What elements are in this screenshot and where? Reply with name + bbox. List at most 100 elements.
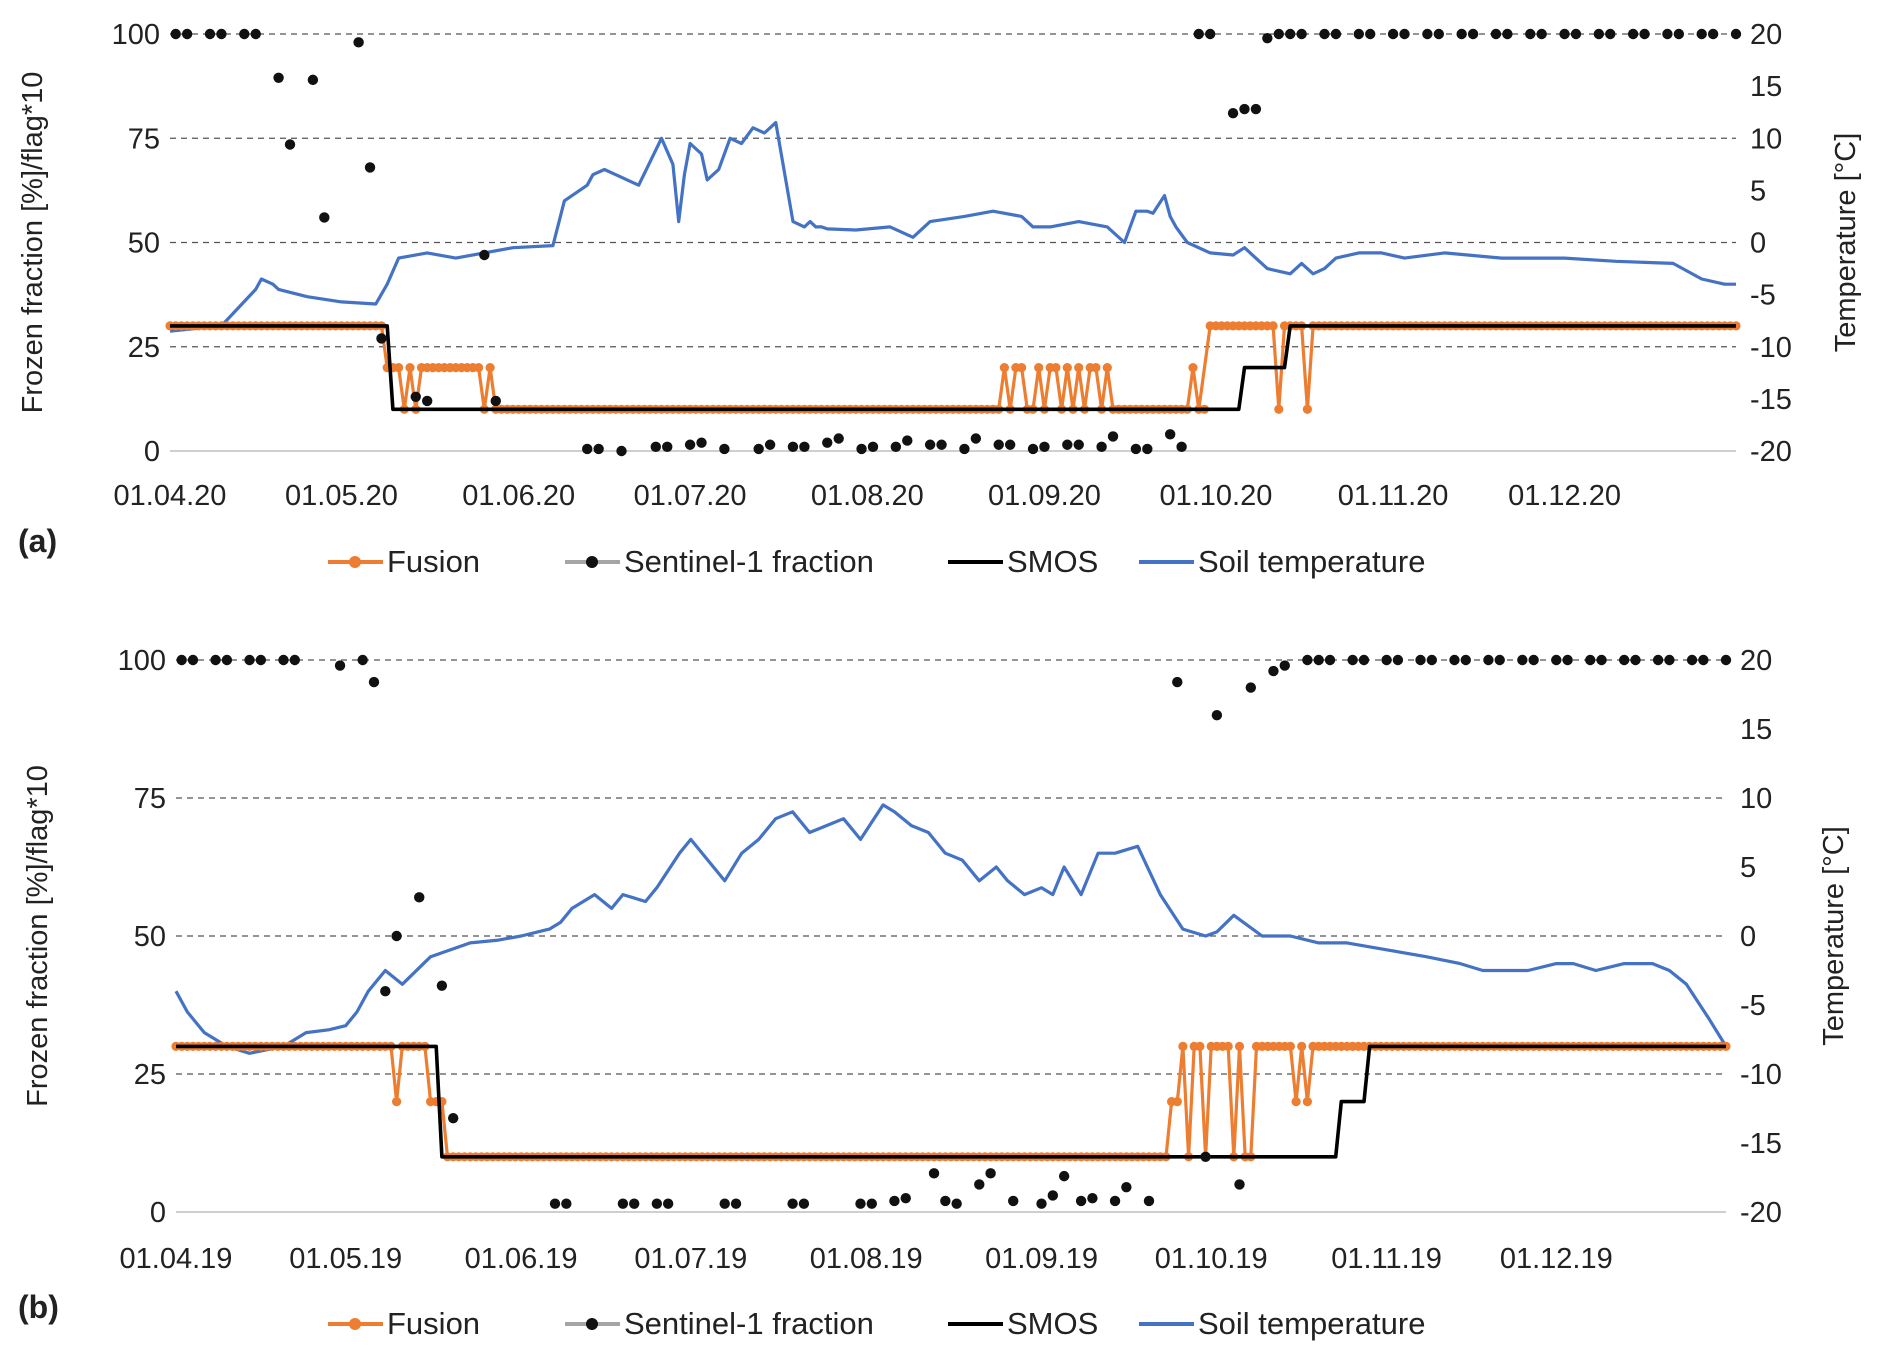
sentinel-point	[1121, 1181, 1132, 1193]
y2-tick-label: 20	[1750, 19, 1782, 51]
sentinel-point	[210, 654, 221, 666]
sentinel-point	[1227, 108, 1239, 119]
sentinel-point	[1245, 682, 1257, 693]
fusion-point	[392, 1097, 402, 1107]
x-tick-label: 01.06.20	[462, 480, 575, 512]
sentinel-point	[1662, 28, 1673, 40]
fusion-point	[1291, 1097, 1301, 1107]
sentinel-point	[719, 443, 730, 455]
sentinel-point	[1087, 1193, 1098, 1204]
sentinel-point	[1273, 28, 1284, 40]
sentinel-point	[719, 1198, 730, 1209]
sentinel-point	[1433, 28, 1445, 40]
sentinel-point	[187, 654, 199, 666]
fusion-point	[485, 363, 495, 373]
sentinel-point	[1234, 1179, 1245, 1190]
y2-axis-title: Temperature [°C]	[1830, 133, 1862, 353]
legend-label: Sentinel-1 fraction	[624, 544, 874, 579]
sentinel-point	[684, 439, 696, 450]
x-tick-label: 01.11.20	[1338, 480, 1449, 512]
fusion-point	[1178, 1041, 1188, 1051]
fusion-point	[1062, 363, 1072, 373]
x-tick-label: 01.05.19	[289, 1243, 402, 1275]
sentinel-point	[1143, 1195, 1155, 1207]
sentinel-point	[1449, 654, 1460, 666]
panel-label: (b)	[18, 1289, 59, 1325]
sentinel-point	[1652, 654, 1664, 666]
sentinel-point	[1279, 660, 1290, 671]
y-axis-title: Frozen fraction [%]/flag*10	[17, 72, 49, 414]
fusion-point	[1017, 363, 1027, 373]
fusion-point	[1188, 363, 1198, 373]
series-fusion	[171, 1041, 1731, 1162]
sentinel-point	[1536, 28, 1547, 40]
legend-swatch-marker	[586, 556, 598, 568]
series-smos	[176, 1044, 1726, 1159]
sentinel-point	[1130, 443, 1142, 455]
sentinel-point	[490, 395, 501, 407]
sentinel-point	[319, 212, 330, 223]
sentinel-point	[1387, 28, 1399, 40]
sentinel-point	[651, 1198, 663, 1209]
sentinel-point	[255, 654, 267, 666]
sentinel-point	[1262, 32, 1273, 44]
sentinel-point	[391, 930, 402, 942]
sentinel-point	[170, 28, 181, 40]
sentinel-point	[959, 443, 970, 455]
sentinel-point	[866, 1198, 878, 1209]
sentinel-point	[787, 1198, 798, 1209]
fusion-point	[1268, 321, 1278, 331]
sentinel-point	[1250, 103, 1262, 115]
y2-tick-label: 20	[1740, 645, 1772, 677]
sentinel-point	[1164, 429, 1176, 440]
sentinel-point	[1176, 441, 1187, 453]
fusion-point	[1051, 363, 1061, 373]
fusion-point	[405, 363, 415, 373]
sentinel-point	[1107, 431, 1119, 442]
sentinel-point	[928, 1168, 940, 1179]
sentinel-point	[1618, 654, 1630, 666]
y-tick-label: 100	[112, 19, 160, 51]
fusion-point	[1195, 1041, 1205, 1051]
legend-item-smos: SMOS	[948, 544, 1098, 579]
sentinel-point	[1313, 654, 1324, 666]
legend-label: Sentinel-1 fraction	[624, 1306, 874, 1341]
sentinel-point	[616, 445, 627, 457]
sentinel-point	[1494, 654, 1505, 666]
chart-panel-b: 0 25 50 75 100 -20 -15 -10 -5 0 5 10 15 20 01.04.19 01.…	[18, 645, 1850, 1341]
sentinel-point	[900, 1193, 911, 1204]
legend: Fusion Sentinel-1 fraction SMOS Soil temper…	[328, 1306, 1425, 1341]
fusion-point	[1074, 363, 1084, 373]
legend-item-sentinel-1-fraction: Sentinel-1 fraction	[565, 1306, 874, 1341]
smos-line	[170, 324, 1736, 412]
fusion-point	[1091, 363, 1101, 373]
x-tick-label: 01.04.19	[120, 1243, 233, 1275]
y-tick-label: 100	[118, 645, 166, 677]
sentinel-point	[593, 443, 604, 455]
smos-line	[176, 1044, 1726, 1159]
sentinel-point	[414, 892, 425, 903]
sentinel-point	[357, 654, 368, 666]
legend-label: SMOS	[1007, 1306, 1098, 1341]
sentinel-point	[662, 441, 673, 453]
sentinel-point	[1073, 439, 1084, 450]
sentinel-point	[1330, 28, 1342, 40]
sentinel-point	[1720, 654, 1732, 666]
y-axis-title: Frozen fraction [%]/flag*10	[22, 765, 54, 1107]
sentinel-point	[380, 986, 391, 997]
x-tick-label: 01.09.20	[988, 480, 1101, 512]
y-tick-label: 75	[128, 123, 160, 155]
y-tick-label: 25	[134, 1059, 166, 1091]
x-tick-label: 01.08.20	[811, 480, 924, 512]
sentinel-point	[1004, 439, 1016, 450]
legend-item-sentinel-1-fraction: Sentinel-1 fraction	[565, 544, 874, 579]
sentinel-point	[1686, 654, 1698, 666]
sentinel-point	[1426, 654, 1438, 666]
y2-tick-label: 0	[1740, 921, 1756, 953]
x-tick-label: 01.07.19	[634, 1243, 747, 1275]
y2-tick-label: 5	[1750, 175, 1766, 207]
y2-tick-label: -20	[1740, 1197, 1782, 1229]
sentinel-point	[1639, 28, 1650, 40]
sentinel-point	[1075, 1195, 1087, 1207]
sentinel-point	[1483, 654, 1494, 666]
